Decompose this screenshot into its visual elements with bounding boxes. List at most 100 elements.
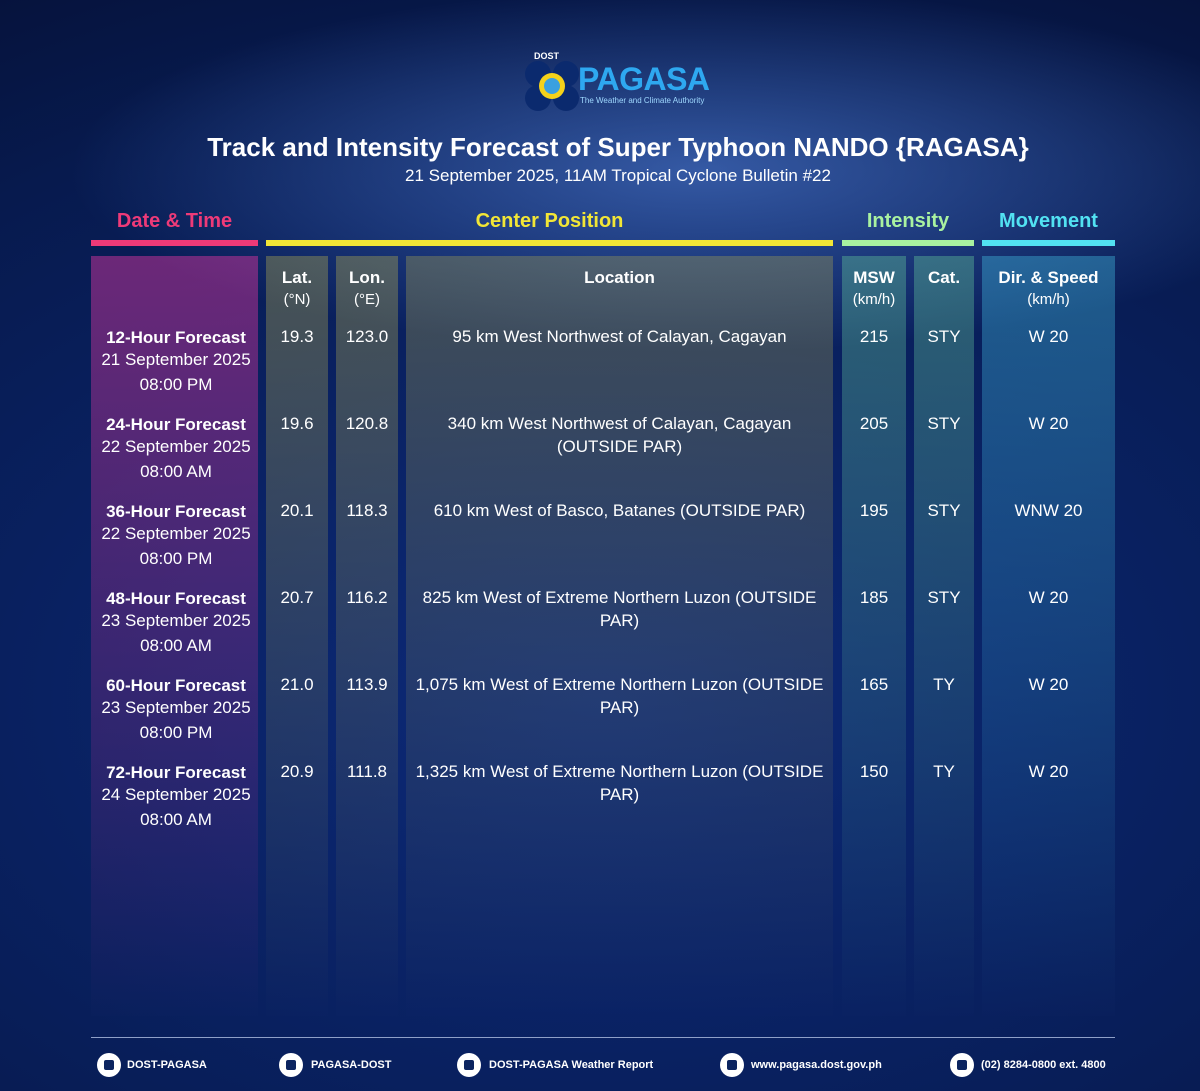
cell-lon: 120.8	[345, 414, 389, 433]
cell-cat: STY	[927, 501, 961, 520]
icon-glyph	[727, 1060, 737, 1070]
forecast-date: 21 September 2025	[101, 350, 251, 369]
column-header: Cat.	[927, 268, 961, 287]
agency: DOST	[534, 51, 560, 61]
cell-lat: 20.9	[280, 762, 314, 781]
cell-movement: W 20	[1028, 327, 1069, 346]
footer-icon	[279, 1053, 303, 1077]
group-underline	[266, 240, 833, 246]
footer-icon	[950, 1053, 974, 1077]
footer-icon	[97, 1053, 121, 1077]
cell-lon: 123.0	[345, 327, 389, 346]
cell-location: 610 km West of Basco, Batanes (OUTSIDE P…	[433, 501, 806, 520]
cell-movement: W 20	[1028, 762, 1069, 781]
cell-movement: W 20	[1028, 675, 1069, 694]
cell-movement: W 20	[1028, 414, 1069, 433]
forecast-label: 72-Hour Forecast	[106, 763, 246, 782]
cell-lon: 111.8	[346, 762, 388, 781]
cell-lon: 116.2	[346, 588, 388, 607]
column-panel	[982, 256, 1115, 1016]
column-unit: (km/h)	[1027, 291, 1070, 308]
forecast-label: 36-Hour Forecast	[106, 502, 246, 521]
column-panel	[91, 256, 258, 1016]
cell-lat: 20.7	[280, 588, 314, 607]
footer-item: (02) 8284-0800 ext. 4800	[981, 1059, 1106, 1071]
forecast-time: 08:00 AM	[140, 810, 212, 829]
footer-icon	[457, 1053, 481, 1077]
group-header: Movement	[999, 210, 1098, 232]
column-panel	[842, 256, 906, 1016]
cell-msw: 150	[859, 762, 889, 781]
cell-lat: 20.1	[280, 501, 314, 520]
footer-item: www.pagasa.dost.gov.ph	[751, 1059, 882, 1071]
forecast-time: 08:00 PM	[139, 375, 213, 394]
column-unit: (°N)	[283, 291, 311, 308]
cell-movement: WNW 20	[1014, 501, 1083, 520]
footer-item: PAGASA-DOST	[311, 1059, 392, 1071]
forecast-date: 22 September 2025	[101, 524, 251, 543]
column-unit: (km/h)	[852, 291, 896, 308]
group-header: Intensity	[866, 210, 950, 232]
cell-lon: 118.3	[346, 501, 388, 520]
group-header: Date & Time	[116, 210, 233, 232]
forecast-date: 23 September 2025	[101, 611, 251, 630]
cell-msw: 165	[859, 675, 889, 694]
cell-location: 1,075 km West of Extreme Northern Luzon …	[415, 675, 824, 717]
cell-location: 95 km West Northwest of Calayan, Cagayan	[452, 327, 787, 346]
group-underline	[842, 240, 974, 246]
icon-glyph	[286, 1060, 296, 1070]
subtitle: 21 September 2025, 11AM Tropical Cyclone…	[405, 166, 831, 185]
cell-msw: 195	[859, 501, 889, 520]
cell-lon: 113.9	[346, 675, 388, 694]
group-header: Center Position	[475, 210, 624, 232]
logo-mark	[525, 61, 579, 111]
column-header: MSW	[853, 268, 895, 287]
forecast-time: 08:00 PM	[139, 723, 213, 742]
column-header: Location	[584, 268, 655, 287]
cell-location: 825 km West of Extreme Northern Luzon (O…	[422, 588, 817, 630]
footer-rule	[91, 1037, 1115, 1038]
column-unit: (°E)	[354, 291, 380, 308]
footer-item: DOST-PAGASA Weather Report	[489, 1059, 654, 1071]
forecast-date: 22 September 2025	[101, 437, 251, 456]
icon-glyph	[104, 1060, 114, 1070]
column-panel	[406, 256, 833, 1016]
cell-lat: 19.6	[280, 414, 314, 433]
column-header: Lat.	[281, 268, 313, 287]
forecast-date: 24 September 2025	[101, 785, 251, 804]
icon-glyph	[957, 1060, 967, 1070]
cell-cat: TY	[933, 762, 955, 781]
cell-lat: 19.3	[280, 327, 314, 346]
column-panel	[266, 256, 328, 1016]
column-panel	[336, 256, 398, 1016]
title: Track and Intensity Forecast of Super Ty…	[207, 132, 1029, 162]
cell-location: 340 km West Northwest of Calayan, Cagaya…	[447, 414, 792, 456]
cell-movement: W 20	[1028, 588, 1069, 607]
column-header: Lon.	[349, 268, 385, 287]
cell-cat: STY	[927, 414, 961, 433]
forecast-label: 12-Hour Forecast	[106, 328, 246, 347]
footer-item: DOST-PAGASA	[127, 1059, 207, 1071]
cell-msw: 215	[859, 327, 889, 346]
group-underline	[982, 240, 1115, 246]
icon-glyph	[464, 1060, 474, 1070]
cell-msw: 185	[859, 588, 889, 607]
tagline: The Weather and Climate Authority	[580, 96, 705, 105]
column-header: Dir. & Speed	[998, 268, 1099, 287]
cell-msw: 205	[859, 414, 889, 433]
forecast-time: 08:00 PM	[139, 549, 213, 568]
footer-icon	[720, 1053, 744, 1077]
forecast-date: 23 September 2025	[101, 698, 251, 717]
column-panel	[914, 256, 974, 1016]
cell-lat: 21.0	[280, 675, 314, 694]
forecast-time: 08:00 AM	[140, 636, 212, 655]
cell-location: 1,325 km West of Extreme Northern Luzon …	[415, 762, 824, 804]
cell-cat: STY	[927, 327, 961, 346]
cell-cat: STY	[927, 588, 961, 607]
group-underline	[91, 240, 258, 246]
forecast-label: 60-Hour Forecast	[106, 676, 246, 695]
forecast-time: 08:00 AM	[140, 462, 212, 481]
forecast-label: 48-Hour Forecast	[106, 589, 246, 608]
logo-text: PAGASA	[578, 61, 710, 97]
